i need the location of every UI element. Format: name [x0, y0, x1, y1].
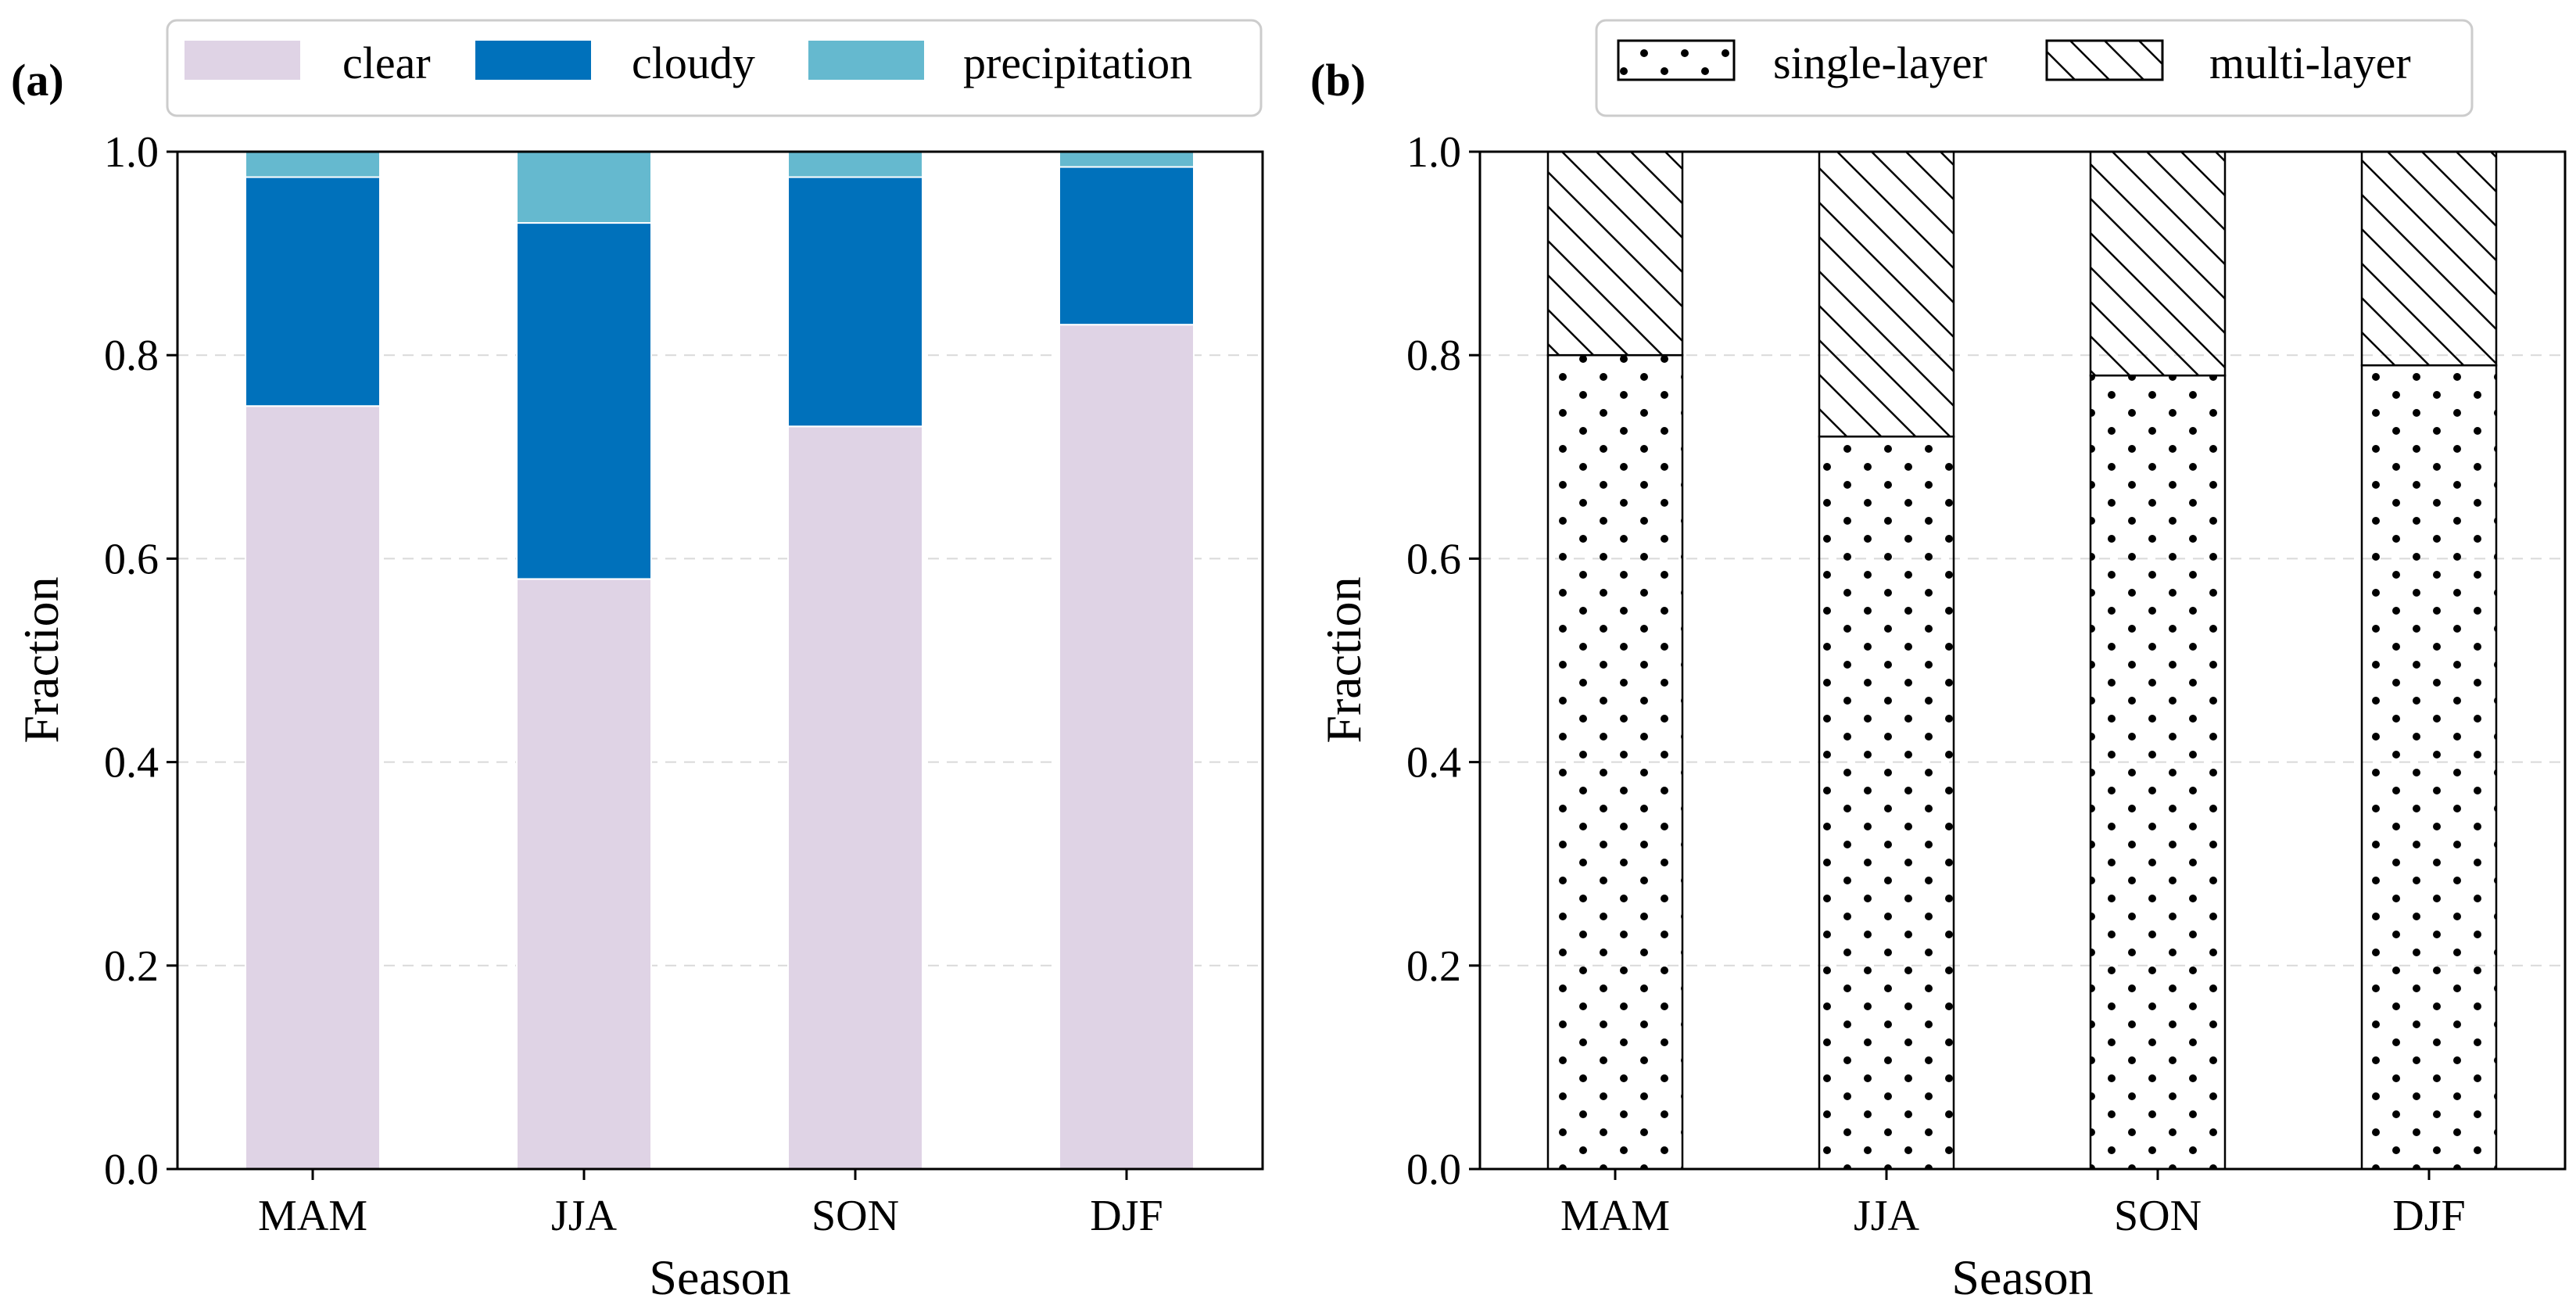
- bar-precipitation-djf: [1059, 151, 1195, 168]
- panel-b-bars: [1546, 150, 2498, 1171]
- y-tick-label: 0.8: [1406, 332, 1461, 380]
- bar-clear-mam: [245, 405, 381, 1170]
- panel-b-legend-box: [1595, 19, 2474, 117]
- x-tick-label: JJA: [551, 1192, 618, 1240]
- panel-b-legend: single-layer multi-layer: [1595, 19, 2474, 117]
- y-tick-label: 0.2: [1406, 942, 1461, 991]
- bar-single-layer-mam: [1546, 353, 1684, 1171]
- x-tick-label: DJF: [1090, 1192, 1163, 1240]
- panel-b-x-axis: MAM JJA SON DJF: [1560, 1169, 2466, 1240]
- x-tick-label: DJF: [2392, 1192, 2465, 1240]
- x-tick-label: SON: [811, 1192, 899, 1240]
- bar-single-layer-son: [2089, 374, 2227, 1171]
- panel-a-y-axis: 0.0 0.2 0.4 0.6 0.8 1.0: [104, 128, 177, 1194]
- legend-swatch-multi-layer: [2045, 39, 2164, 81]
- bar-clear-jja: [516, 578, 652, 1170]
- x-tick-label: JJA: [1854, 1192, 1920, 1240]
- panel-a-legend: clear cloudy precipitation: [166, 19, 1263, 117]
- y-tick-label: 0.4: [1406, 739, 1461, 787]
- panel-a-x-axis: MAM JJA SON DJF: [258, 1169, 1163, 1240]
- y-tick-label: 0.4: [104, 739, 159, 787]
- bar-precipitation-son: [787, 151, 923, 178]
- legend-label-cloudy: cloudy: [632, 38, 755, 88]
- bar-multi-layer-jja: [1818, 150, 1955, 438]
- panel-b-y-axis-label: Fraction: [1316, 576, 1371, 743]
- panel-a-x-axis-label: Season: [649, 1250, 790, 1305]
- legend-label-precipitation: precipitation: [963, 38, 1192, 88]
- y-tick-label: 1.0: [1406, 128, 1461, 177]
- panel-b-plot-frame: [1478, 150, 2567, 1171]
- legend-label-clear: clear: [342, 38, 431, 88]
- legend-label-multi-layer: multi-layer: [2209, 38, 2411, 88]
- panel-a-bars: [245, 151, 1195, 1170]
- bar-multi-layer-mam: [1546, 150, 1684, 357]
- bar-multi-layer-son: [2089, 150, 2227, 377]
- bar-cloudy-jja: [516, 222, 652, 580]
- panel-a-y-axis-label: Fraction: [13, 576, 69, 743]
- bar-single-layer-jja: [1818, 436, 1955, 1171]
- panel-a-legend-box: [166, 19, 1263, 117]
- bar-precipitation-jja: [516, 151, 652, 224]
- legend-swatch-clear: [185, 41, 300, 80]
- y-tick-label: 0.8: [104, 332, 159, 380]
- bar-cloudy-son: [787, 176, 923, 428]
- bar-single-layer-djf: [2360, 364, 2498, 1171]
- panel-b-x-axis-label: Season: [1951, 1250, 2093, 1305]
- bar-cloudy-djf: [1059, 166, 1195, 326]
- panel-a-label: (a): [11, 55, 64, 106]
- panel-b-label: (b): [1310, 55, 1366, 106]
- bar-multi-layer-djf: [2360, 150, 2498, 367]
- legend-swatch-cloudy: [475, 41, 591, 80]
- y-tick-label: 0.0: [104, 1146, 159, 1194]
- y-tick-label: 0.2: [104, 942, 159, 991]
- bar-clear-djf: [1059, 324, 1195, 1170]
- x-tick-label: MAM: [258, 1192, 367, 1240]
- bar-precipitation-mam: [245, 151, 381, 178]
- x-tick-label: MAM: [1560, 1192, 1670, 1240]
- legend-swatch-precipitation: [808, 41, 924, 80]
- legend-label-single-layer: single-layer: [1773, 38, 1987, 88]
- panel-a-plot-frame: [176, 150, 1264, 1171]
- y-tick-label: 1.0: [104, 128, 159, 177]
- panel-b-y-axis: 0.0 0.2 0.4 0.6 0.8 1.0: [1406, 128, 1480, 1194]
- bar-cloudy-mam: [245, 176, 381, 407]
- y-tick-label: 0.6: [1406, 535, 1461, 583]
- legend-swatch-single-layer: [1617, 39, 1736, 81]
- x-tick-label: SON: [2114, 1192, 2202, 1240]
- y-tick-label: 0.0: [1406, 1146, 1461, 1194]
- panel-b: (b) 0.0 0.2 0.4 0.6 0.8 1.0 MAM JJA SON DJF Seas…: [1310, 19, 2567, 1305]
- panel-a: (a) 0.0 0.2 0.4 0.6 0.8 1.0 MAM JJA SON DJF Seas…: [11, 19, 1264, 1305]
- y-tick-label: 0.6: [104, 535, 159, 583]
- bar-clear-son: [787, 425, 923, 1170]
